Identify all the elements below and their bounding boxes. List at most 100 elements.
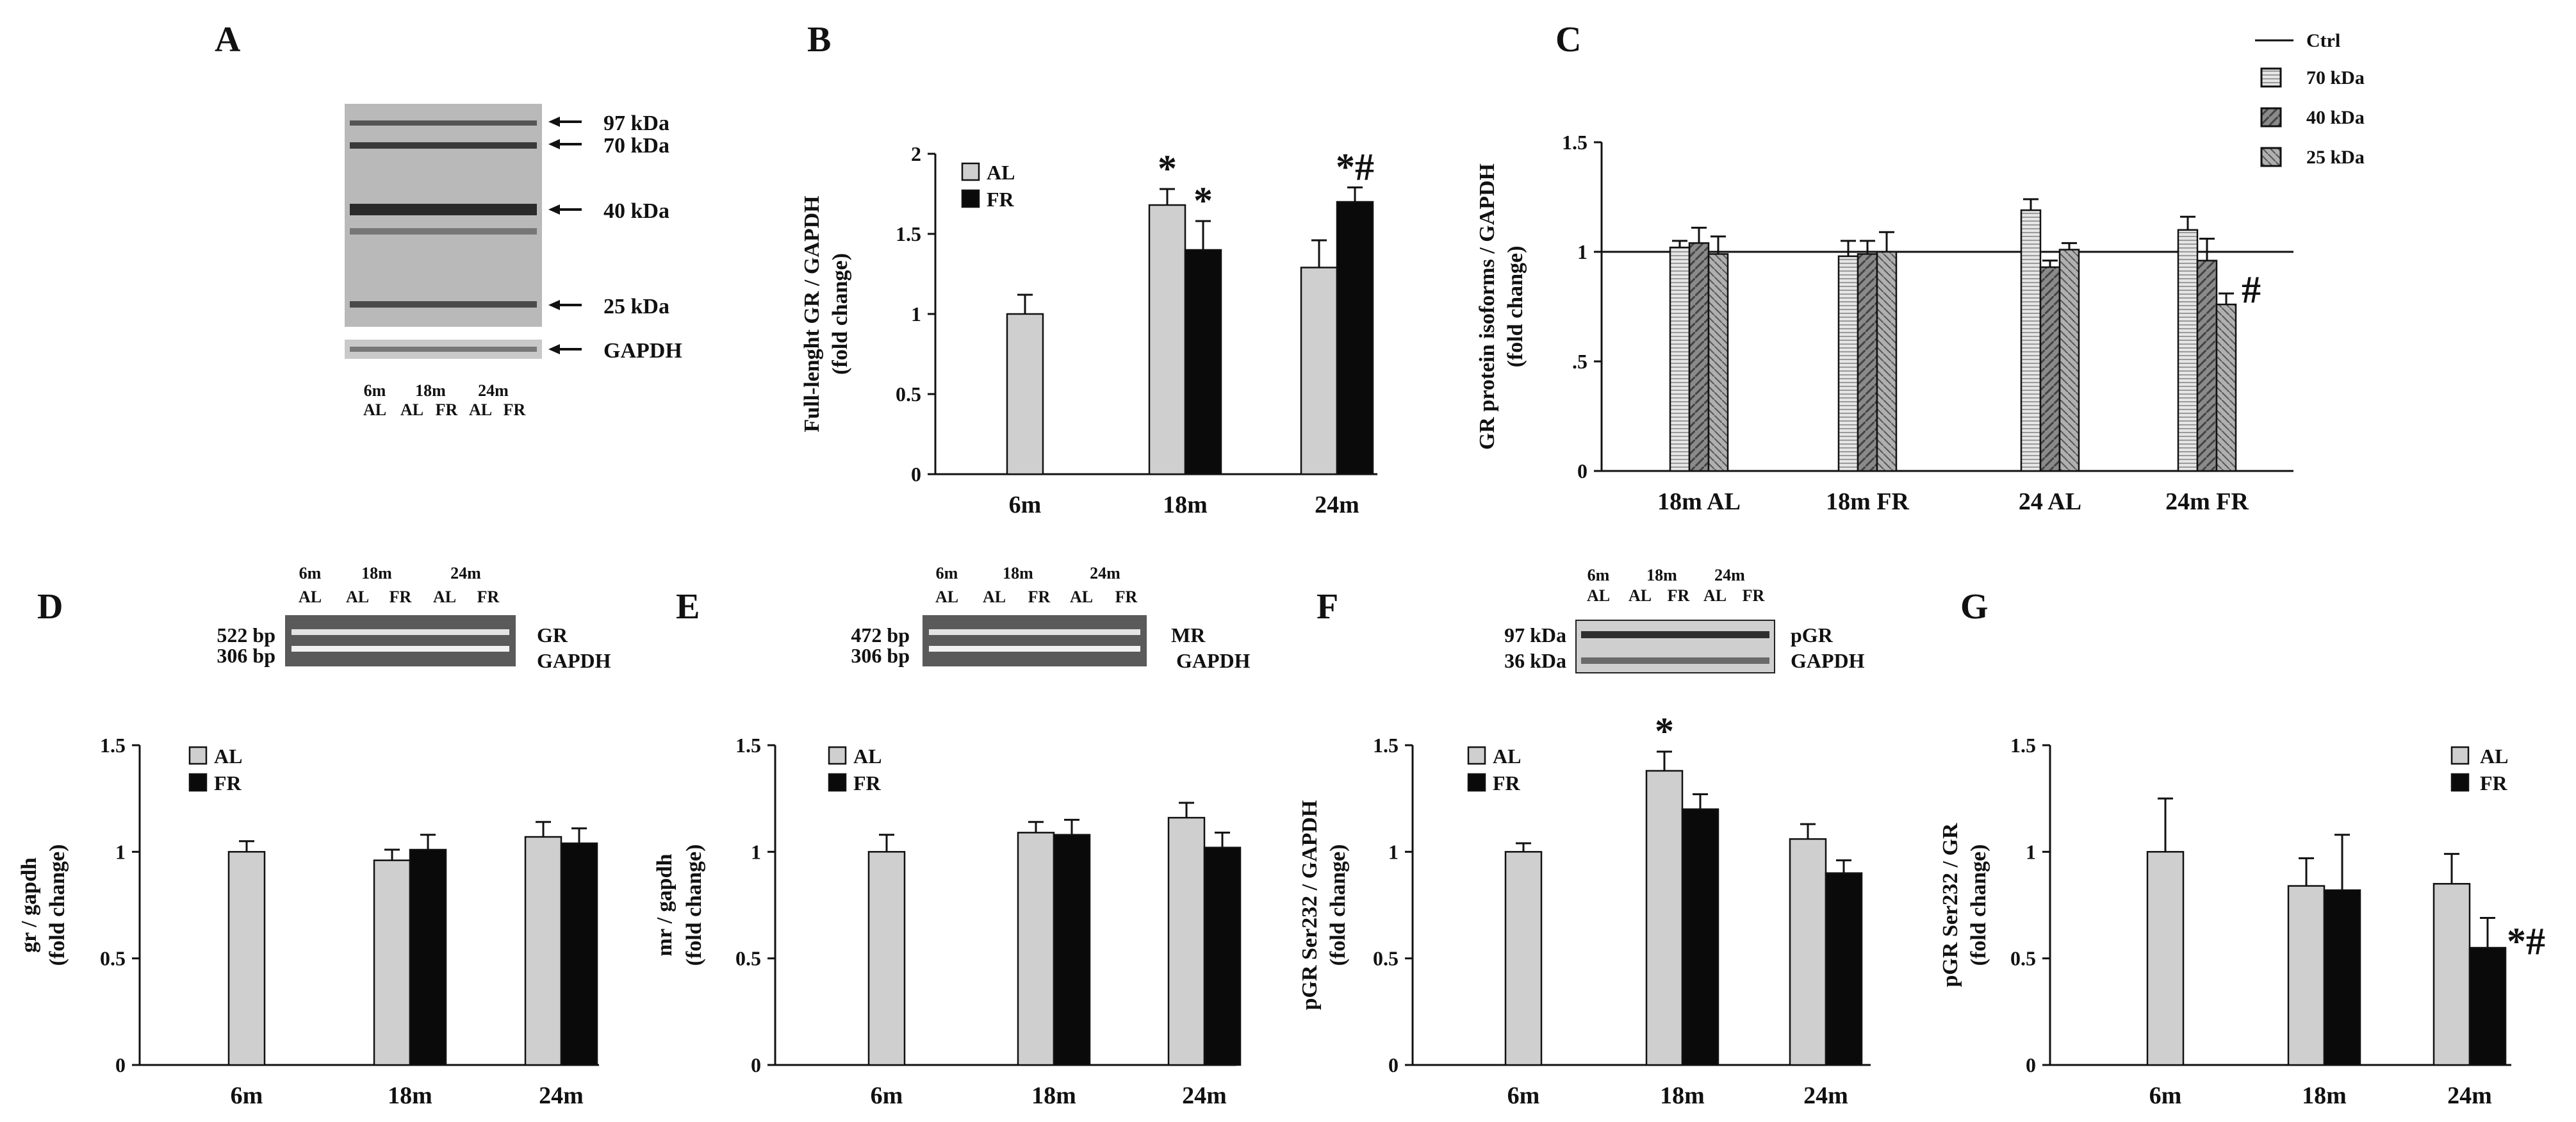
blot-f-lane-top-3: 24m <box>1714 566 1745 584</box>
gel-e-lane-bottom-4: AL <box>1070 588 1093 606</box>
panel-d: D 522 bp 306 bp GR GAPDH 6m 18m 24m AL A… <box>37 564 611 672</box>
y-tick-label: .5 <box>1572 350 1587 373</box>
y-tick-label: 1 <box>1388 840 1399 863</box>
blot-band-40 <box>350 204 537 215</box>
x-tick-label: 24m <box>1315 491 1359 518</box>
blot-f-lane-top-2: 18m <box>1646 566 1677 584</box>
marker-label-40: 40 kDa <box>603 199 669 223</box>
bar-al <box>1006 313 1044 475</box>
x-tick-label: 6m <box>2149 1082 2182 1109</box>
legend-swatch <box>1467 773 1486 792</box>
x-tick-label: 24m <box>2447 1082 2492 1109</box>
y-tick-label: 1 <box>911 302 921 326</box>
gel-e-band-target <box>929 629 1140 635</box>
panel-letter-d: D <box>37 587 63 627</box>
y-axis-label: Full-lenght GR / GAPDH <box>800 195 824 432</box>
y-tick-label: 1 <box>1577 240 1587 263</box>
legend-swatch <box>961 189 980 208</box>
marker-70: 70 kDa <box>548 134 669 158</box>
gel-d-lane-bottom-2: AL <box>346 588 369 606</box>
marker-gapdh: GAPDH <box>548 339 682 363</box>
gel-e-right-1: MR <box>1171 623 1206 647</box>
bar-al <box>2432 882 2471 1066</box>
gel-d-lane-bottom-1: AL <box>299 588 322 606</box>
x-tick-label: 24 AL <box>2019 488 2081 515</box>
chart-b: 0 0.5 1 1.5 2 Full-lenght GR / GAPDH (fold cha… <box>800 142 1377 518</box>
gel-d-lane-top-3: 24m <box>450 564 481 582</box>
x-tick-label: 24m <box>1182 1082 1227 1109</box>
lane-bottom-3: FR <box>436 400 458 419</box>
y-tick-label: 0.5 <box>896 383 921 406</box>
legend-label: 40 kDa <box>2306 107 2365 128</box>
y-tick-label: 1 <box>115 840 126 863</box>
lane-bottom-5: FR <box>504 400 526 419</box>
bar-fr <box>2468 946 2507 1066</box>
blot-f-band-pgr <box>1581 631 1769 638</box>
lane-top-18m: 18m <box>415 381 446 400</box>
marker-97: 97 kDa <box>548 111 669 135</box>
bar-fr <box>2323 889 2361 1066</box>
bar-fr <box>560 842 598 1066</box>
panel-letter-c: C <box>1555 20 1581 60</box>
blot-f-lane-bottom-5: FR <box>1743 586 1765 605</box>
bar-fr <box>1184 249 1222 475</box>
gel-d-left-1: 522 bp <box>217 623 275 647</box>
gel-e <box>923 615 1147 666</box>
y-axis-label-2: (fold change) <box>45 845 69 966</box>
y-tick-label: 2 <box>911 142 921 165</box>
legend-swatch <box>2450 746 2470 765</box>
gel-d-lane-bottom-5: FR <box>477 588 500 606</box>
gel-e-lane-bottom-5: FR <box>1115 588 1138 606</box>
gel-d-lane-bottom-4: AL <box>433 588 456 606</box>
lane-top-24m: 24m <box>478 381 509 400</box>
legend-swatch <box>2260 107 2282 128</box>
bar-25-kda <box>2058 249 2080 472</box>
gel-e-lane-bottom-3: FR <box>1028 588 1051 606</box>
bar-al <box>1017 832 1055 1066</box>
blot-f-left-2: 36 kDa <box>1504 649 1566 672</box>
y-axis-label: pGR Ser232 / GAPDH <box>1298 800 1322 1011</box>
x-tick-label: 18m FR <box>1826 488 1909 515</box>
gel-d <box>285 615 516 666</box>
gel-d-lane-top-1: 6m <box>299 564 322 582</box>
bar-25-kda <box>2215 303 2237 472</box>
x-tick-label: 18m <box>1163 491 1208 518</box>
bar-25-kda <box>1876 251 1898 472</box>
y-tick-label: 1 <box>2026 840 2036 863</box>
panel-letter-e: E <box>676 587 700 627</box>
bar-40-kda <box>1688 242 1710 472</box>
significance-marker: * <box>1158 147 1177 190</box>
y-axis-label-2: (fold change) <box>1326 845 1350 966</box>
bar-fr <box>409 848 447 1066</box>
y-tick-label: 1.5 <box>896 222 921 245</box>
legend-label: FR <box>1493 771 1521 795</box>
legend-label: FR <box>214 771 242 795</box>
y-axis-label: gr / gapdh <box>17 857 41 953</box>
bar-al <box>2146 851 2185 1066</box>
bar-25-kda <box>1707 253 1729 472</box>
panel-letter-f: F <box>1317 587 1338 627</box>
legend-swatch <box>828 746 847 765</box>
significance-marker: * <box>1655 710 1674 752</box>
y-tick-label: 1.5 <box>1562 131 1587 154</box>
gel-d-left-2: 306 bp <box>217 644 275 667</box>
chart-g: 0 0.5 1 1.5 pGR Ser232 / GR (fold change) 6m 18… <box>1939 734 2545 1109</box>
y-tick-label: 0.5 <box>2010 947 2036 970</box>
legend-label: AL <box>1493 745 1521 768</box>
chart-d: 0 0.5 1 1.5 gr / gapdh (fold change) 6m 18m 24m A… <box>17 734 599 1109</box>
blot-f-band-gapdh <box>1581 657 1769 664</box>
bar-al <box>1167 816 1206 1066</box>
legend-swatch <box>2450 773 2470 792</box>
x-tick-label: 6m <box>231 1082 263 1109</box>
y-tick-label: 0 <box>751 1053 761 1077</box>
legend-swatch <box>188 746 208 765</box>
bar-70-kda <box>1669 246 1691 472</box>
blot-f-lane-bottom-4: AL <box>1703 586 1727 605</box>
x-tick-label: 6m <box>871 1082 903 1109</box>
bar-fr <box>1825 872 1863 1066</box>
gel-e-lane-top-1: 6m <box>936 564 958 582</box>
bar-70-kda <box>1837 255 1859 472</box>
y-tick-label: 0 <box>911 463 921 486</box>
y-tick-label: 1.5 <box>2010 734 2036 757</box>
gel-e-lane-top-2: 18m <box>1003 564 1033 582</box>
